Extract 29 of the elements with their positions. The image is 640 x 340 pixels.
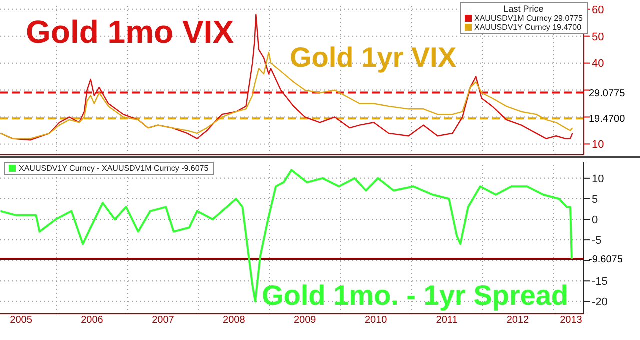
ref-line-label: 29.0775 xyxy=(589,88,626,100)
y-tick-label: -15 xyxy=(592,276,608,288)
ref-line-label: 19.4700 xyxy=(589,114,626,126)
x-tick-label: 2007 xyxy=(152,315,175,326)
x-tick-label: 2006 xyxy=(81,315,104,326)
annotation: Gold 1mo VIX xyxy=(26,14,234,51)
x-tick-label: 2005 xyxy=(10,315,33,326)
y-tick-label: 60 xyxy=(592,4,604,16)
annotation: Gold 1yr VIX xyxy=(290,42,456,74)
y-tick-label: 10 xyxy=(592,173,604,186)
y-tick-label: 5 xyxy=(592,194,598,206)
legend-label: XAUUSDV1Y Curncy - XAUUSDV1M Curncy -9.6075 xyxy=(19,164,209,173)
x-tick-label: 2008 xyxy=(223,315,246,326)
y-tick-label: 40 xyxy=(592,58,604,70)
x-tick-label: 2009 xyxy=(294,315,317,326)
legend-label: XAUUSDV1Y Curncy 19.4700 xyxy=(474,23,582,32)
x-tick-label: 2013 xyxy=(560,315,583,326)
y-tick-label: 0 xyxy=(592,214,598,226)
x-tick-label: 2010 xyxy=(364,315,388,326)
y-tick-label: -5 xyxy=(592,234,602,247)
x-tick-label: 2012 xyxy=(506,315,530,326)
ref-line-label: -9.6075 xyxy=(589,254,624,266)
y-tick-label: 10 xyxy=(592,139,604,152)
y-tick-label: 50 xyxy=(592,31,604,44)
legend-label: XAUUSDV1M Curncy 29.0775 xyxy=(474,14,583,23)
y-tick-label: -20 xyxy=(592,296,608,309)
annotation: Gold 1mo. - 1yr Spread xyxy=(262,280,569,312)
x-tick-label: 2011 xyxy=(436,315,458,326)
legend-title: Last Price xyxy=(502,4,545,14)
